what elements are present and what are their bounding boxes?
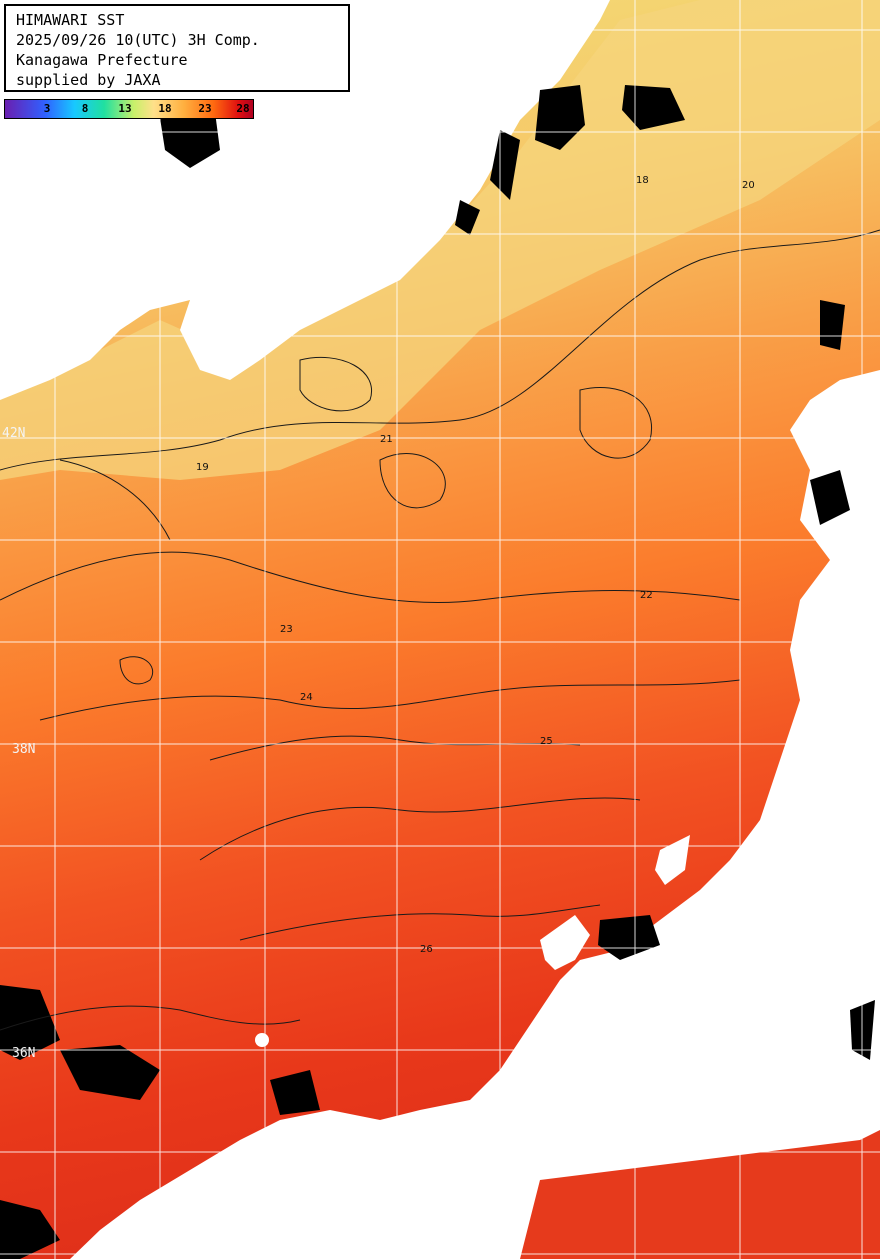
island-sado [655, 835, 690, 885]
pacific-sea [520, 1130, 880, 1259]
colorbar-tick: 13 [118, 102, 132, 115]
title-line-1: HIMAWARI SST [16, 11, 125, 29]
title-line-2: 2025/09/26 10(UTC) 3H Comp. [16, 31, 260, 49]
colorbar-tick: 18 [158, 102, 172, 115]
contour-labels: 20 21 22 23 24 25 26 18 19 [196, 175, 755, 955]
title-line-3: Kanagawa Prefecture [16, 51, 188, 69]
contour-label: 18 [636, 175, 649, 186]
title-line-4: supplied by JAXA [16, 71, 161, 89]
contour-label: 21 [380, 434, 393, 445]
noto-peninsula [540, 915, 590, 970]
latitude-label: 38N [12, 742, 36, 757]
contour-label: 24 [300, 692, 313, 703]
cloud-mask [0, 85, 875, 1259]
island-small [255, 1033, 269, 1047]
contour-label: 23 [280, 624, 293, 635]
contour-label: 20 [742, 180, 755, 191]
contour-label: 19 [196, 462, 209, 473]
contour-label: 26 [420, 944, 433, 955]
latitude-label: 36N [12, 1046, 36, 1061]
land-honshu [70, 370, 880, 1259]
map-title-box: HIMAWARI SST 2025/09/26 10(UTC) 3H Comp.… [4, 4, 350, 92]
contour-label: 22 [640, 590, 653, 601]
contour-label: 25 [540, 736, 553, 747]
latitude-label: 42N [2, 426, 26, 441]
colorbar-tick: 3 [43, 102, 51, 115]
colorbar-tick: 28 [236, 102, 250, 115]
colorbar-tick: 23 [198, 102, 212, 115]
color-scale-bar: 3 8 13 18 23 28 [4, 99, 254, 119]
colorbar-tick: 8 [81, 102, 89, 115]
